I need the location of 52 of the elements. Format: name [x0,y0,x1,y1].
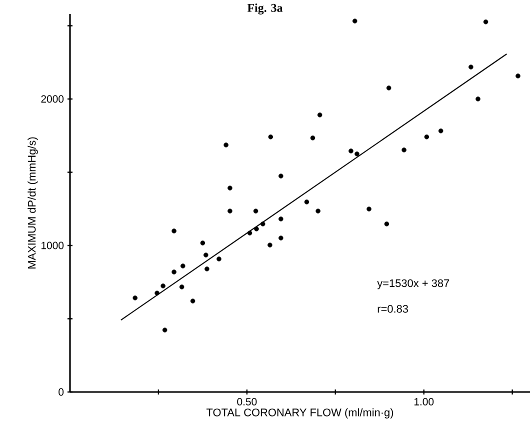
point [366,206,372,212]
point [260,222,266,226]
annotation: r=0.83 [378,304,408,313]
point [253,208,258,214]
point [154,290,160,296]
point [179,284,184,290]
chart-title: Fig. 3a [247,4,283,14]
x-tick-label: 0.50 [237,398,257,406]
point [310,136,316,140]
point [132,296,138,300]
point [516,74,520,78]
point [316,208,320,214]
point [424,134,430,140]
point [468,64,474,70]
y-tick-label: 1000 [42,242,64,250]
point [352,18,358,24]
point [172,228,176,234]
point [402,148,406,152]
point [354,152,360,156]
point [317,112,322,118]
point [172,270,176,274]
point [204,266,210,272]
point [278,216,284,222]
point [278,236,284,240]
x-axis-title: TOTAL CORONARY FLOW (ml/min·g) [206,408,394,418]
point [180,264,186,268]
y-tick-label: 0 [58,388,64,396]
y-axis-title: MAXIMUM dP/dt (mmHg/s) [28,137,38,268]
point [162,328,168,332]
point [228,186,232,190]
point [190,298,196,304]
point [228,208,232,214]
point [254,226,259,232]
point [268,134,274,140]
point [476,96,480,102]
point [203,252,208,258]
x-tick-label: 1.00 [414,398,434,406]
point [278,174,284,178]
point [224,142,228,148]
point [247,230,252,236]
annotation: y=1530x + 387 [377,279,450,290]
point [348,148,354,154]
point [160,284,166,288]
point [268,242,272,248]
point [438,128,444,134]
point [216,256,222,262]
point [304,200,310,204]
point [200,240,206,246]
point [483,20,488,24]
point [384,222,390,226]
y-tick-label: 2000 [41,95,64,103]
point [386,86,392,90]
